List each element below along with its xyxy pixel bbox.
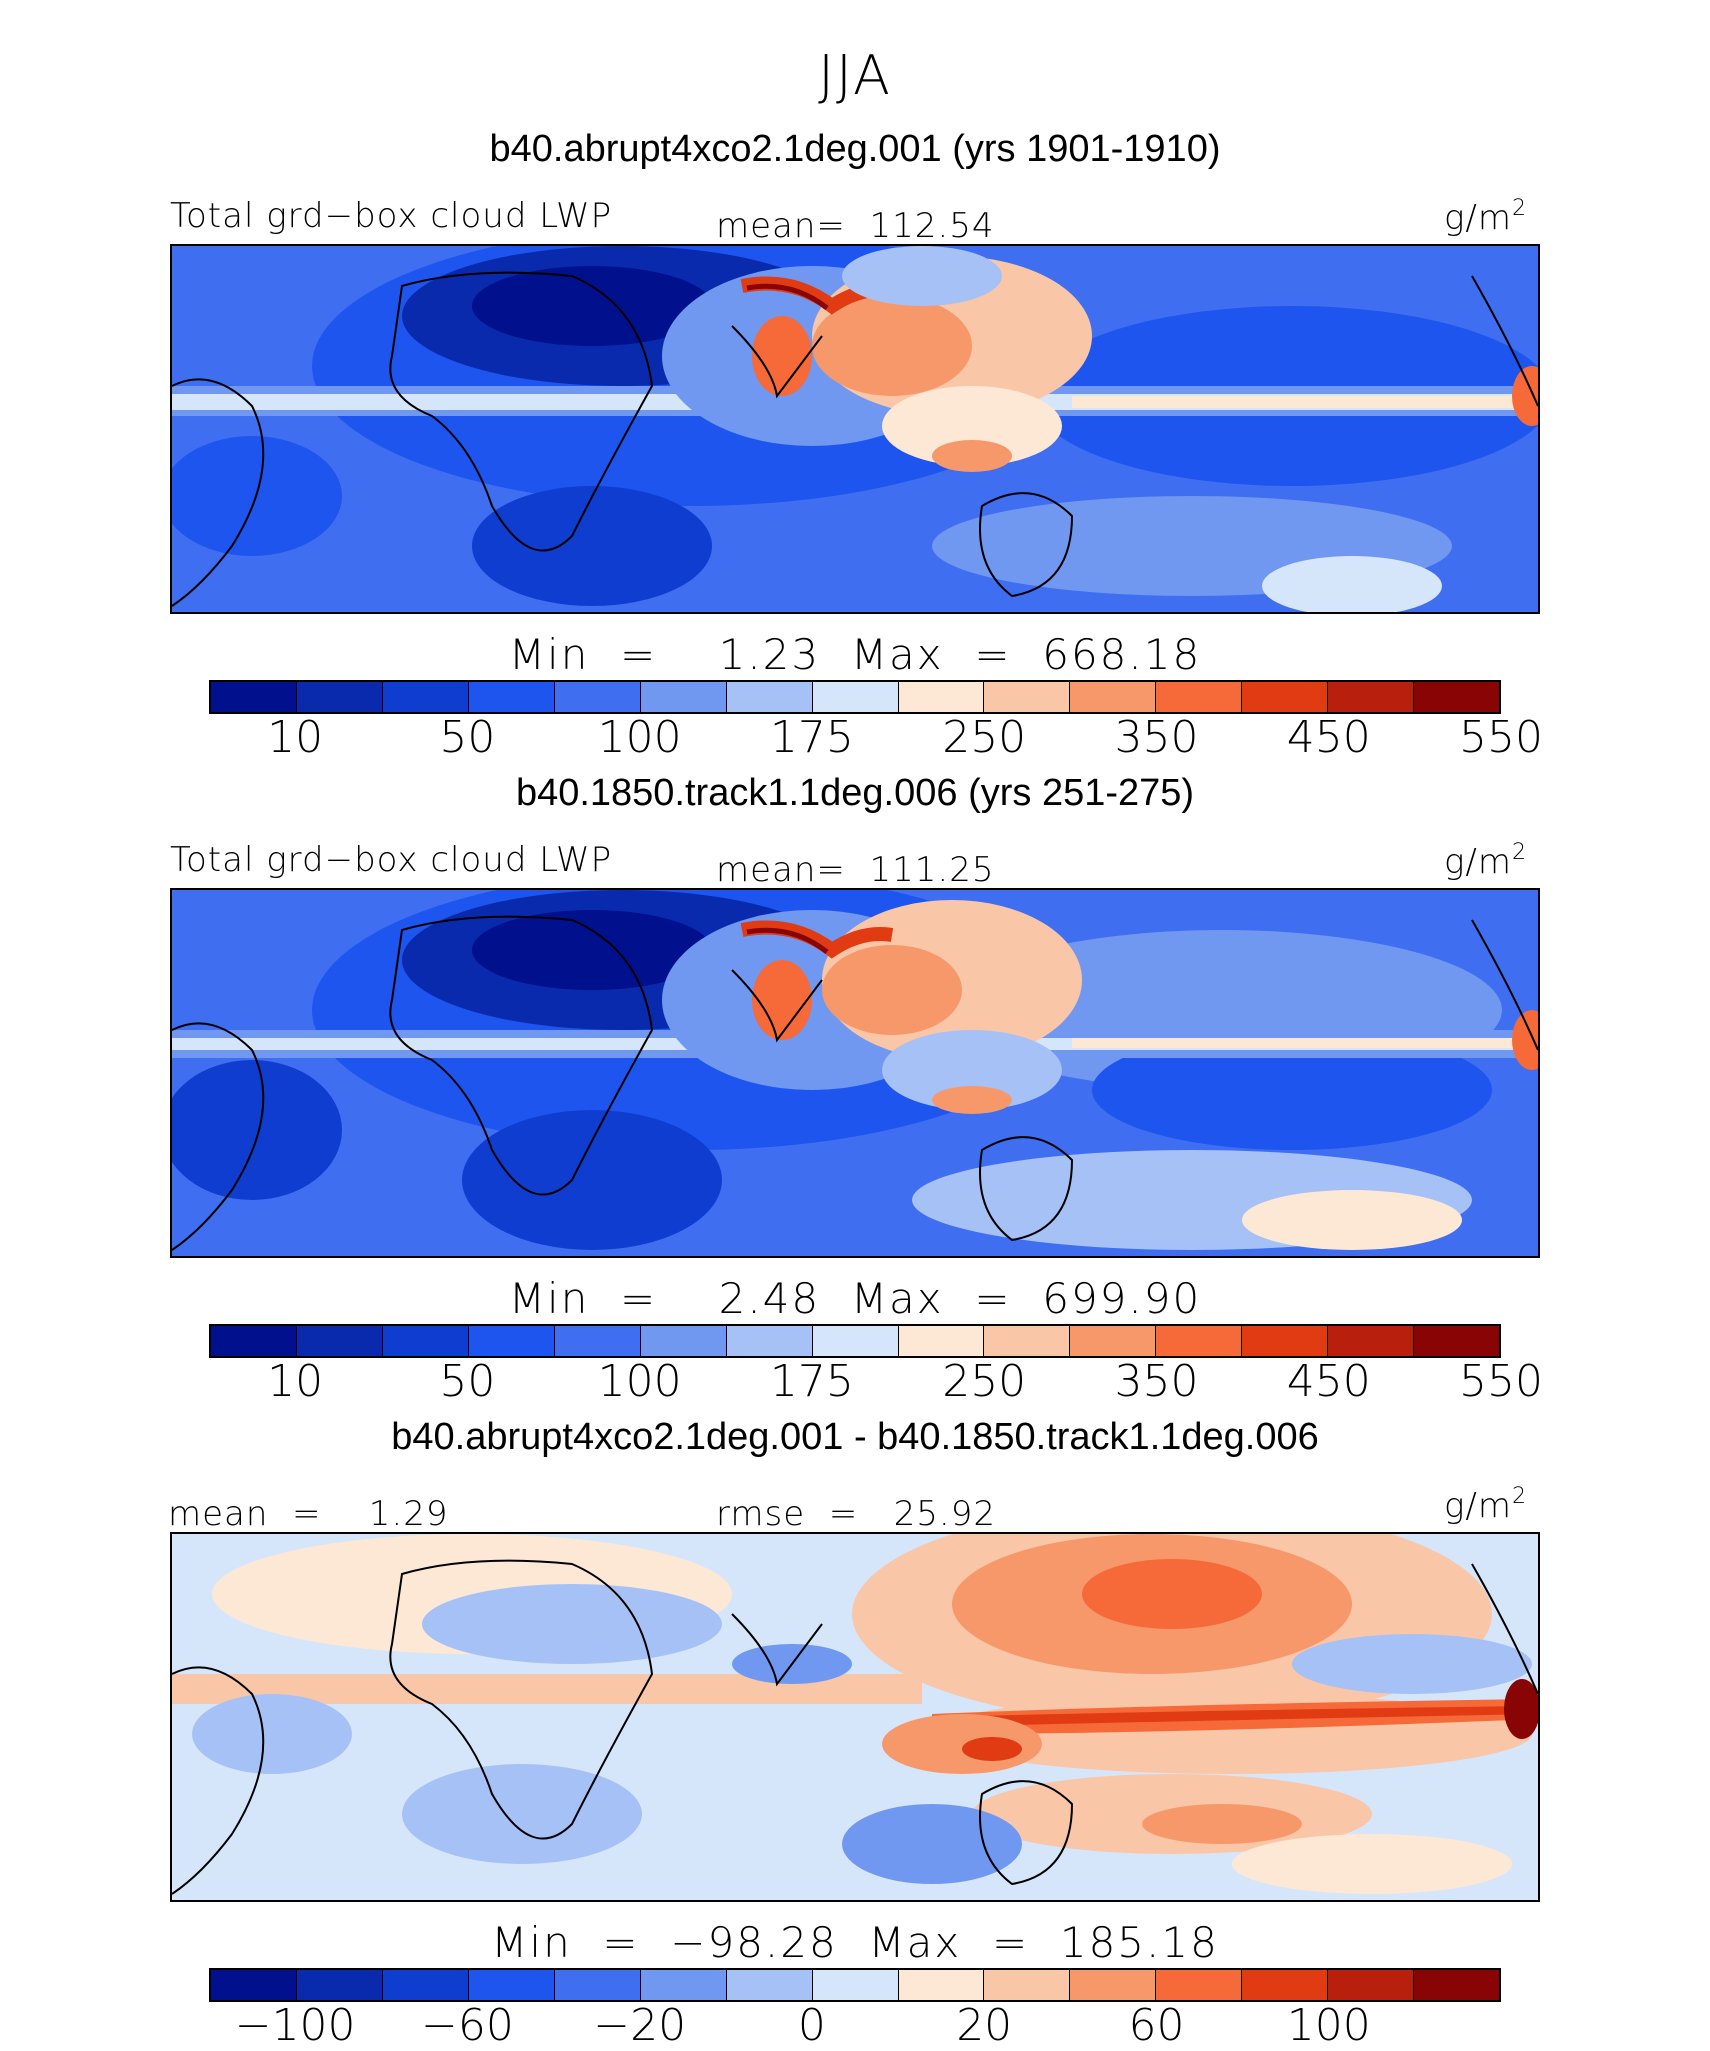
colorbar-segment [1070, 682, 1157, 712]
colorbar-tick-label: 550 [1459, 1356, 1543, 1407]
panel1-colorbar-ticks: 10 50 100 175 250 350 450 550 [0, 712, 1710, 763]
panel1-mean-label: mean= 112.54 [716, 206, 995, 246]
colorbar-segment [812, 1970, 899, 2000]
season-title: JJA [818, 44, 892, 107]
colorbar-segment [984, 1326, 1071, 1356]
panel1-map [170, 244, 1540, 614]
colorbar-segment [382, 682, 469, 712]
colorbar-segment [468, 1970, 555, 2000]
panel3-contour-map [172, 1534, 1538, 1900]
panel1-case-title: b40.abrupt4xco2.1deg.001 (yrs 1901-1910) [489, 128, 1221, 170]
colorbar-tick-label: 550 [1459, 712, 1543, 763]
colorbar-segment [1070, 1970, 1157, 2000]
colorbar-segment [1414, 1326, 1500, 1356]
colorbar-tick-label: 10 [267, 712, 324, 763]
panel2-variable-label: Total grd−box cloud LWP [170, 840, 613, 880]
colorbar-segment [382, 1326, 469, 1356]
colorbar-tick-label: 100 [597, 712, 682, 763]
colorbar-segment [1414, 1970, 1500, 2000]
colorbar-segment [554, 1970, 641, 2000]
colorbar-segment [296, 682, 383, 712]
panel2-units: g/m2 [1444, 840, 1527, 882]
panel1-units: g/m2 [1444, 196, 1527, 238]
colorbar-segment [211, 1970, 297, 2000]
colorbar-segment [1328, 682, 1415, 712]
colorbar-segment [726, 1970, 813, 2000]
colorbar-segment [812, 682, 899, 712]
colorbar-tick-label: 50 [439, 1356, 496, 1407]
colorbar-segment [1242, 682, 1329, 712]
colorbar-segment [1156, 682, 1243, 712]
panel2-map [170, 888, 1540, 1258]
colorbar-tick-label: 175 [769, 1356, 854, 1407]
colorbar-segment [1328, 1326, 1415, 1356]
colorbar-segment [554, 1326, 641, 1356]
panel2-colorbar [209, 1324, 1501, 1358]
colorbar-tick-label: −20 [593, 2000, 687, 2051]
colorbar-segment [1156, 1970, 1243, 2000]
panel3-minmax: Min = −98.28 Max = 185.18 [491, 1918, 1219, 1967]
colorbar-segment [211, 682, 297, 712]
panel1-variable-label: Total grd−box cloud LWP [170, 196, 613, 236]
colorbar-segment [1070, 1326, 1157, 1356]
colorbar-tick-label: 175 [769, 712, 854, 763]
colorbar-segment [640, 1970, 727, 2000]
panel2-case-title: b40.1850.track1.1deg.006 (yrs 251-275) [515, 772, 1195, 814]
panel2-minmax: Min = 2.48 Max = 699.90 [508, 1274, 1202, 1323]
colorbar-segment [726, 682, 813, 712]
panel2-contour-map [172, 890, 1538, 1256]
colorbar-segment [1328, 1970, 1415, 2000]
colorbar-segment [640, 682, 727, 712]
colorbar-tick-label: −100 [234, 2000, 356, 2051]
panel3-colorbar [209, 1968, 1501, 2002]
colorbar-segment [898, 1970, 985, 2000]
panel3-units: g/m2 [1444, 1484, 1527, 1526]
colorbar-tick-label: 100 [597, 1356, 682, 1407]
colorbar-segment [382, 1970, 469, 2000]
colorbar-segment [211, 1326, 297, 1356]
colorbar-tick-label: 250 [942, 1356, 1027, 1407]
colorbar-segment [898, 682, 985, 712]
panel3-case-title: b40.abrupt4xco2.1deg.001 - b40.1850.trac… [391, 1416, 1319, 1458]
panel1-colorbar [209, 680, 1501, 714]
colorbar-tick-label: 10 [267, 1356, 324, 1407]
colorbar-segment [1242, 1970, 1329, 2000]
colorbar-tick-label: 50 [439, 712, 496, 763]
colorbar-segment [640, 1326, 727, 1356]
panel1-minmax: Min = 1.23 Max = 668.18 [508, 630, 1202, 679]
colorbar-tick-label: 350 [1114, 712, 1199, 763]
colorbar-segment [1242, 1326, 1329, 1356]
panel3-mean-label: mean = 1.29 [168, 1494, 449, 1534]
colorbar-tick-label: 100 [1286, 2000, 1371, 2051]
colorbar-tick-label: −60 [420, 2000, 514, 2051]
colorbar-segment [468, 682, 555, 712]
colorbar-segment [812, 1326, 899, 1356]
colorbar-tick-label: 450 [1286, 1356, 1371, 1407]
colorbar-segment [1414, 682, 1500, 712]
colorbar-segment [1156, 1326, 1243, 1356]
colorbar-segment [984, 682, 1071, 712]
colorbar-tick-label: 60 [1128, 2000, 1185, 2051]
panel3-map [170, 1532, 1540, 1902]
colorbar-tick-label: 250 [942, 712, 1027, 763]
colorbar-tick-label: 20 [956, 2000, 1013, 2051]
panel2-mean-label: mean= 111.25 [716, 850, 995, 890]
colorbar-segment [468, 1326, 555, 1356]
colorbar-tick-label: 0 [797, 2000, 826, 2051]
panel2-colorbar-ticks: 10 50 100 175 250 350 450 550 [0, 1356, 1710, 1407]
colorbar-segment [296, 1326, 383, 1356]
panel1-contour-map [172, 246, 1538, 612]
colorbar-segment [726, 1326, 813, 1356]
colorbar-segment [898, 1326, 985, 1356]
colorbar-tick-label: 450 [1286, 712, 1371, 763]
colorbar-segment [296, 1970, 383, 2000]
colorbar-segment [984, 1970, 1071, 2000]
colorbar-segment [554, 682, 641, 712]
colorbar-tick-label: 350 [1114, 1356, 1199, 1407]
panel3-colorbar-ticks: −100 −60 −20 0 20 60 100 [0, 2000, 1710, 2051]
panel3-rmse-label: rmse = 25.92 [716, 1494, 996, 1534]
